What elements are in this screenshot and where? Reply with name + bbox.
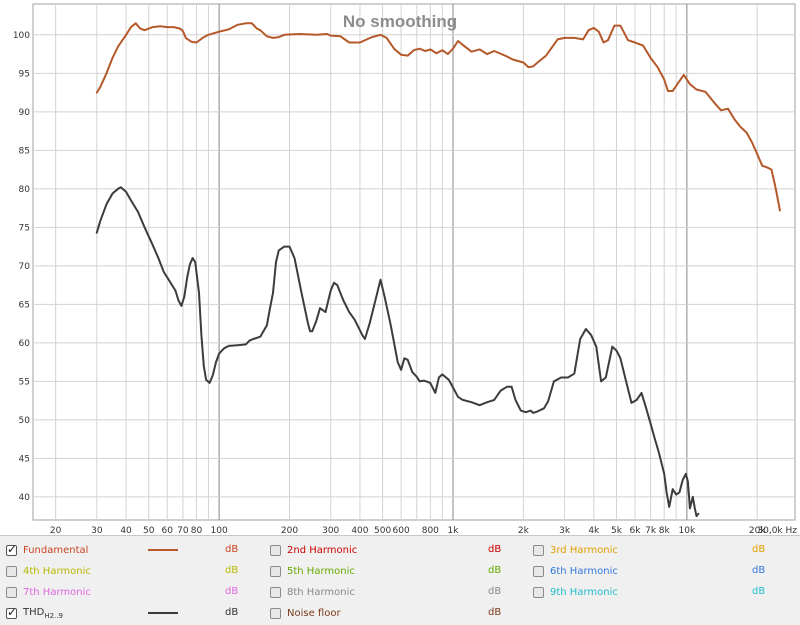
series-lines (95, 22, 781, 518)
legend-item-fundamental[interactable]: Fundamental (6, 541, 88, 559)
unit-label: dB (752, 544, 766, 555)
noise-floor-checkbox[interactable] (270, 607, 281, 619)
unit-label: dB (225, 544, 239, 555)
x-tick-label: 800 (422, 526, 439, 535)
x-tick-label: 300 (322, 526, 339, 535)
x-tick-label: 70 (177, 526, 189, 535)
legend-label: 7th Harmonic (23, 586, 91, 598)
y-tick-label: 40 (19, 493, 31, 503)
y-axis-ticks: 40 45 50 55 60 65 70 75 80 85 90 95 100 (13, 31, 30, 503)
x-tick-label: 80 (191, 526, 203, 535)
series-line-thd (95, 186, 700, 518)
y-tick-label: 45 (19, 454, 30, 464)
y-tick-label: 60 (19, 339, 31, 349)
thd-line-swatch (148, 612, 178, 614)
y-tick-label: 100 (13, 31, 30, 41)
legend-item-9th-harmonic[interactable]: 9th Harmonic (533, 583, 618, 601)
6th-harmonic-checkbox[interactable] (533, 565, 544, 577)
legend-label: 6th Harmonic (550, 565, 618, 577)
unit-label: dB (488, 607, 502, 618)
legend-label: THDH2..9 (23, 607, 63, 620)
legend-item-4th-harmonic[interactable]: 4th Harmonic (6, 562, 91, 580)
y-tick-label: 85 (19, 146, 30, 156)
legend-item-5th-harmonic[interactable]: 5th Harmonic (270, 562, 355, 580)
unit-label: dB (225, 565, 239, 576)
plot-area (32, 3, 796, 521)
y-tick-label: 95 (19, 69, 30, 79)
legend-item-8th-harmonic[interactable]: 8th Harmonic (270, 583, 355, 601)
5th-harmonic-checkbox[interactable] (270, 565, 281, 577)
9th-harmonic-checkbox[interactable] (533, 586, 544, 598)
y-tick-label: 75 (19, 223, 30, 233)
legend-label: 8th Harmonic (287, 586, 355, 598)
thd-label: THD (23, 606, 45, 618)
x-tick-label: 30 (91, 526, 103, 535)
x-tick-label: 500 (374, 526, 391, 535)
unit-label: dB (488, 586, 502, 597)
x-tick-label: 200 (281, 526, 298, 535)
legend-item-2nd-harmonic[interactable]: 2nd Harmonic (270, 541, 357, 559)
x-tick-label: 7k (645, 526, 657, 535)
x-tick-label: 3k (559, 526, 571, 535)
legend-label: 2nd Harmonic (287, 544, 358, 556)
unit-label: dB (225, 586, 239, 597)
legend-item-thd[interactable]: THDH2..9 (6, 604, 63, 622)
x-tick-label: 20k (749, 526, 766, 535)
x-tick-label: 600 (393, 526, 410, 535)
y-tick-label: 80 (19, 185, 31, 195)
legend-label: 5th Harmonic (287, 565, 355, 577)
x-tick-label: 5k (611, 526, 623, 535)
series-line-fundamental (95, 22, 781, 212)
legend-label: 9th Harmonic (550, 586, 618, 598)
fundamental-line-swatch (148, 549, 178, 551)
3rd-harmonic-checkbox[interactable] (533, 544, 544, 556)
legend-label: 4th Harmonic (23, 565, 91, 577)
legend-panel: Fundamental dB 2nd Harmonic dB 3rd Harmo… (0, 535, 800, 625)
x-tick-label: 40 (120, 526, 132, 535)
x-tick-label: 2k (518, 526, 530, 535)
x-tick-label: 8k (659, 526, 671, 535)
4th-harmonic-checkbox[interactable] (6, 565, 17, 577)
legend-item-7th-harmonic[interactable]: 7th Harmonic (6, 583, 91, 601)
8th-harmonic-checkbox[interactable] (270, 586, 281, 598)
fundamental-checkbox[interactable] (6, 542, 17, 556)
x-axis-end-label: 30,0k Hz (757, 526, 797, 535)
y-tick-label: 70 (19, 262, 31, 272)
legend-item-3rd-harmonic[interactable]: 3rd Harmonic (533, 541, 618, 559)
x-tick-label: 60 (162, 526, 174, 535)
x-tick-label: 1k (448, 526, 460, 535)
thd-checkbox[interactable] (6, 605, 17, 619)
x-tick-label: 6k (630, 526, 642, 535)
x-tick-label: 50 (143, 526, 155, 535)
legend-label: Fundamental (23, 544, 89, 556)
unit-label: dB (488, 544, 502, 555)
unit-label: dB (488, 565, 502, 576)
unit-label: dB (752, 565, 766, 576)
x-tick-label: 100 (211, 526, 228, 535)
thd-subscript: H2..9 (44, 611, 63, 620)
7th-harmonic-checkbox[interactable] (6, 586, 17, 598)
grid-lines (33, 4, 795, 520)
y-tick-label: 90 (19, 108, 31, 118)
x-tick-label: 10k (679, 526, 696, 535)
x-tick-label: 4k (588, 526, 600, 535)
2nd-harmonic-checkbox[interactable] (270, 544, 281, 556)
y-tick-label: 65 (19, 300, 30, 310)
unit-label: dB (752, 586, 766, 597)
x-axis-ticks: 20 30 40 50 60 70 80 100 200 300 400 500 600 800 1k 2k 3… (50, 526, 766, 535)
x-tick-label: 400 (351, 526, 368, 535)
y-tick-label: 50 (19, 416, 31, 426)
legend-item-6th-harmonic[interactable]: 6th Harmonic (533, 562, 618, 580)
y-tick-label: 55 (19, 377, 30, 387)
chart-title: No smoothing (343, 12, 457, 31)
legend-label: Noise floor (287, 607, 341, 619)
x-tick-label: 20 (50, 526, 62, 535)
unit-label: dB (225, 607, 239, 618)
legend-item-noise-floor[interactable]: Noise floor (270, 604, 341, 622)
legend-label: 3rd Harmonic (550, 544, 618, 556)
